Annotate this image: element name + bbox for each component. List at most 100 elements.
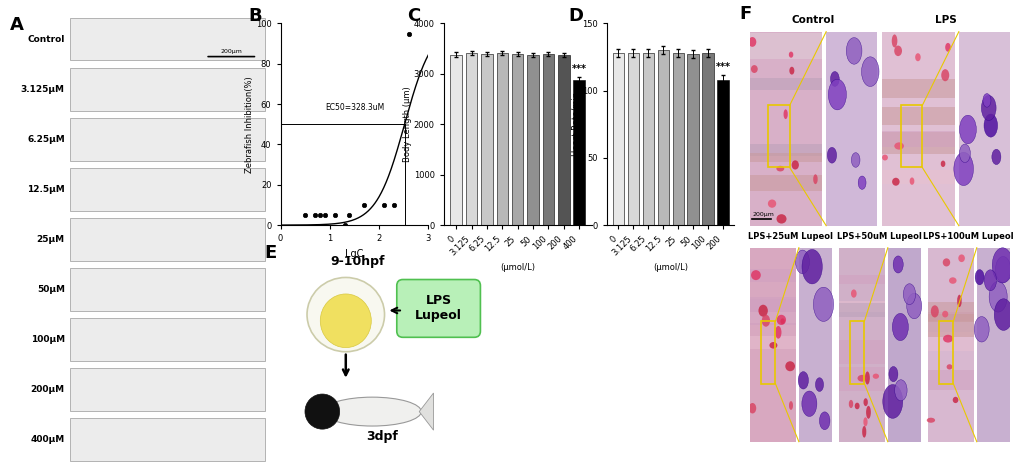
Bar xyxy=(976,248,1009,442)
Bar xyxy=(749,32,821,226)
Bar xyxy=(838,248,884,442)
Bar xyxy=(926,314,973,337)
Circle shape xyxy=(798,371,808,389)
Ellipse shape xyxy=(850,289,856,298)
Ellipse shape xyxy=(930,305,937,318)
Bar xyxy=(573,80,584,225)
Ellipse shape xyxy=(768,342,776,348)
Bar xyxy=(749,296,796,320)
Circle shape xyxy=(995,257,1010,282)
Circle shape xyxy=(892,313,908,340)
Circle shape xyxy=(959,115,975,144)
Text: LPS+50uM Lupeol: LPS+50uM Lupeol xyxy=(837,232,921,241)
Ellipse shape xyxy=(775,214,786,224)
Circle shape xyxy=(991,248,1012,283)
Bar xyxy=(527,55,538,225)
Circle shape xyxy=(974,270,983,285)
Circle shape xyxy=(851,152,859,167)
Circle shape xyxy=(829,71,839,86)
Text: 6.25μM: 6.25μM xyxy=(28,135,65,144)
Point xyxy=(317,212,333,219)
Text: D: D xyxy=(569,8,583,25)
Circle shape xyxy=(827,79,846,110)
Point xyxy=(326,212,342,219)
Ellipse shape xyxy=(758,305,767,317)
Circle shape xyxy=(812,287,833,321)
Bar xyxy=(70,168,265,211)
Ellipse shape xyxy=(323,397,421,426)
Circle shape xyxy=(881,385,902,418)
Bar xyxy=(702,53,713,225)
Text: 3.125μM: 3.125μM xyxy=(20,84,65,94)
Bar xyxy=(749,153,821,162)
Text: 100μM: 100μM xyxy=(31,335,65,344)
Bar xyxy=(450,55,462,225)
Bar xyxy=(900,106,921,167)
Circle shape xyxy=(959,144,969,163)
Circle shape xyxy=(894,380,906,401)
Text: LPS: LPS xyxy=(934,15,956,25)
Circle shape xyxy=(983,114,997,137)
Bar xyxy=(767,106,789,167)
Ellipse shape xyxy=(761,315,769,327)
Bar xyxy=(749,299,796,325)
Bar xyxy=(749,174,821,191)
Y-axis label: Body Length (μm): Body Length (μm) xyxy=(403,86,412,162)
Text: 12.5μM: 12.5μM xyxy=(28,185,65,194)
Ellipse shape xyxy=(948,277,956,284)
Bar xyxy=(70,268,265,310)
Bar xyxy=(542,54,553,225)
Bar xyxy=(496,53,507,225)
Ellipse shape xyxy=(894,45,901,56)
Bar xyxy=(926,371,973,390)
Bar xyxy=(881,107,954,125)
Bar xyxy=(70,18,265,61)
Circle shape xyxy=(980,95,996,121)
Ellipse shape xyxy=(780,318,784,324)
Ellipse shape xyxy=(812,174,817,184)
Circle shape xyxy=(861,57,878,86)
Ellipse shape xyxy=(865,406,870,419)
Ellipse shape xyxy=(861,426,865,438)
Text: Control: Control xyxy=(28,35,65,44)
Text: 200μm: 200μm xyxy=(752,212,773,217)
Y-axis label: Heart Rate/min: Heart Rate/min xyxy=(572,92,580,156)
Bar xyxy=(627,53,638,225)
Ellipse shape xyxy=(942,258,950,266)
Bar xyxy=(672,53,683,225)
Ellipse shape xyxy=(863,398,867,406)
Text: 25μM: 25μM xyxy=(37,234,65,244)
Bar xyxy=(838,367,884,392)
Bar xyxy=(716,80,728,225)
Text: A: A xyxy=(10,16,24,34)
Ellipse shape xyxy=(940,160,945,167)
Bar xyxy=(687,54,698,225)
Ellipse shape xyxy=(941,69,949,81)
Bar xyxy=(70,418,265,461)
Bar xyxy=(926,312,973,321)
Bar xyxy=(749,144,821,156)
Polygon shape xyxy=(419,393,433,430)
Ellipse shape xyxy=(789,67,794,75)
Circle shape xyxy=(826,147,836,163)
X-axis label: (μmol/L): (μmol/L) xyxy=(499,263,535,272)
Bar xyxy=(466,53,477,225)
Ellipse shape xyxy=(748,37,755,47)
Bar xyxy=(642,53,653,225)
Ellipse shape xyxy=(750,270,760,280)
Point xyxy=(336,221,353,229)
Bar xyxy=(887,248,920,442)
Point xyxy=(385,201,401,209)
Text: 400μM: 400μM xyxy=(31,435,65,444)
Bar xyxy=(881,79,954,98)
Text: LPS+100uM Lupeol: LPS+100uM Lupeol xyxy=(922,232,1013,241)
Ellipse shape xyxy=(750,65,757,73)
Circle shape xyxy=(973,317,988,342)
Ellipse shape xyxy=(892,178,899,186)
Bar xyxy=(926,248,973,442)
Ellipse shape xyxy=(848,400,852,408)
Bar xyxy=(749,312,796,323)
Ellipse shape xyxy=(891,34,897,47)
Bar xyxy=(798,248,830,442)
Ellipse shape xyxy=(946,364,952,370)
